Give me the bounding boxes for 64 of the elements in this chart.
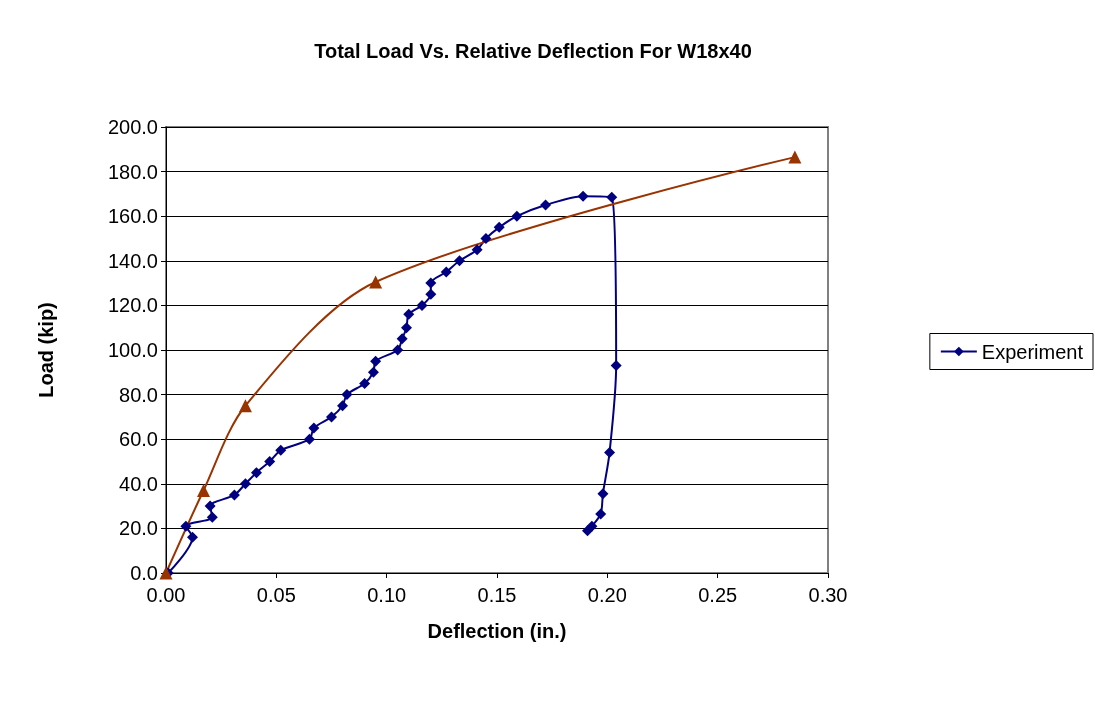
- point: [303, 433, 315, 445]
- y-tick-label: 60.0: [119, 428, 158, 451]
- y-tick-label: 40.0: [119, 472, 158, 495]
- point: [416, 299, 428, 311]
- y-tick-label: 80.0: [119, 383, 158, 406]
- y-tick-label: 160.0: [107, 205, 158, 228]
- y-tick-label: 120.0: [107, 294, 158, 317]
- point: [369, 275, 383, 289]
- point: [370, 355, 382, 367]
- point: [480, 233, 492, 244]
- y-tick-label: 200.0: [107, 116, 158, 138]
- point: [511, 210, 523, 222]
- point: [540, 199, 552, 211]
- x-axis-title: Deflection (in.): [427, 620, 567, 642]
- chart-title: Total Load Vs. Relative Deflection For W18x40: [314, 40, 752, 62]
- point: [197, 483, 211, 497]
- y-tick-label: 140.0: [107, 249, 158, 272]
- point: [308, 422, 320, 434]
- point: [606, 191, 618, 203]
- point: [341, 389, 353, 401]
- point: [359, 377, 371, 389]
- point: [440, 266, 452, 278]
- point: [204, 500, 216, 512]
- x-tick-label: 0.20: [587, 584, 627, 606]
- point: [250, 467, 262, 479]
- point: [396, 333, 408, 345]
- point: [180, 520, 192, 532]
- x-tick-label: 0.00: [146, 584, 186, 606]
- x-tick-label: 0.15: [477, 584, 517, 606]
- x-tick-label: 0.25: [698, 584, 738, 606]
- point: [392, 344, 404, 356]
- point: [401, 322, 413, 334]
- point: [595, 508, 607, 520]
- point: [275, 444, 287, 456]
- y-tick-label: 0.0: [130, 562, 158, 584]
- point: [403, 308, 415, 320]
- point: [425, 277, 437, 289]
- point: [610, 360, 622, 372]
- point: [337, 400, 349, 412]
- point: [367, 366, 379, 378]
- point: [597, 488, 609, 500]
- x-tick-label: 0.30: [808, 584, 848, 606]
- point: [471, 244, 483, 256]
- point: [228, 489, 240, 501]
- y-tick-label: 20.0: [119, 517, 158, 540]
- point: [425, 288, 437, 300]
- point: [453, 255, 465, 267]
- point: [788, 150, 802, 164]
- point: [239, 478, 251, 490]
- x-tick-label: 0.05: [256, 584, 296, 606]
- point: [186, 531, 198, 543]
- point: [577, 190, 589, 202]
- point: [238, 399, 252, 413]
- y-tick-label: 180.0: [107, 160, 158, 183]
- x-tick-label: 0.10: [367, 584, 407, 606]
- y-tick-label: 100.0: [107, 339, 158, 361]
- legend-label: Experiment: [981, 340, 1084, 363]
- point: [493, 221, 505, 233]
- y-axis-title: Load (kip): [35, 302, 57, 398]
- point: [326, 411, 337, 423]
- point: [264, 456, 276, 467]
- point: [206, 511, 218, 523]
- point: [581, 525, 593, 537]
- point: [604, 447, 616, 459]
